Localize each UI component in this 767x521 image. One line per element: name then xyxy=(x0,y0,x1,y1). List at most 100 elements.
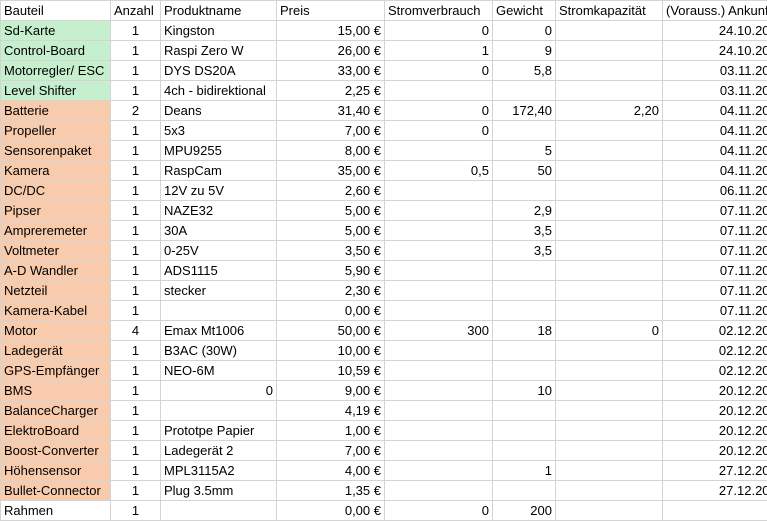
cell-stromverbrauch[interactable] xyxy=(385,261,493,281)
cell-ankunft[interactable]: 02.12.2017 xyxy=(663,341,767,361)
cell-bauteil[interactable]: Motor xyxy=(1,321,111,341)
cell-gewicht[interactable]: 18 xyxy=(493,321,556,341)
cell-preis[interactable]: 0,00 € xyxy=(277,501,385,521)
cell-anzahl[interactable]: 1 xyxy=(111,21,161,41)
cell-stromkapazitaet[interactable] xyxy=(556,181,663,201)
cell-bauteil[interactable]: Level Shifter xyxy=(1,81,111,101)
cell-gewicht[interactable]: 0 xyxy=(493,21,556,41)
cell-ankunft[interactable]: 07.11.2017 xyxy=(663,301,767,321)
cell-produktname[interactable]: MPU9255 xyxy=(161,141,277,161)
cell-bauteil[interactable]: DC/DC xyxy=(1,181,111,201)
cell-anzahl[interactable]: 1 xyxy=(111,381,161,401)
cell-stromkapazitaet[interactable] xyxy=(556,21,663,41)
cell-stromkapazitaet[interactable] xyxy=(556,501,663,521)
cell-anzahl[interactable]: 1 xyxy=(111,281,161,301)
cell-gewicht[interactable] xyxy=(493,361,556,381)
cell-gewicht[interactable]: 5 xyxy=(493,141,556,161)
cell-anzahl[interactable]: 1 xyxy=(111,301,161,321)
cell-stromverbrauch[interactable] xyxy=(385,381,493,401)
cell-ankunft[interactable]: 02.12.2017 xyxy=(663,321,767,341)
cell-anzahl[interactable]: 1 xyxy=(111,461,161,481)
cell-stromkapazitaet[interactable] xyxy=(556,281,663,301)
cell-ankunft[interactable]: 07.11.2017 xyxy=(663,201,767,221)
cell-bauteil[interactable]: Höhensensor xyxy=(1,461,111,481)
cell-preis[interactable]: 2,60 € xyxy=(277,181,385,201)
cell-bauteil[interactable]: GPS-Empfänger xyxy=(1,361,111,381)
cell-produktname[interactable]: DYS DS20A xyxy=(161,61,277,81)
cell-stromverbrauch[interactable] xyxy=(385,421,493,441)
cell-stromverbrauch[interactable]: 0 xyxy=(385,501,493,521)
cell-stromverbrauch[interactable]: 300 xyxy=(385,321,493,341)
cell-ankunft[interactable]: 27.12.2017 xyxy=(663,461,767,481)
cell-bauteil[interactable]: Propeller xyxy=(1,121,111,141)
cell-gewicht[interactable] xyxy=(493,181,556,201)
cell-bauteil[interactable]: Ladegerät xyxy=(1,341,111,361)
cell-produktname[interactable]: 30A xyxy=(161,221,277,241)
cell-gewicht[interactable]: 200 xyxy=(493,501,556,521)
header-anzahl[interactable]: Anzahl xyxy=(111,1,161,21)
cell-gewicht[interactable]: 10 xyxy=(493,381,556,401)
cell-preis[interactable]: 10,00 € xyxy=(277,341,385,361)
cell-preis[interactable]: 50,00 € xyxy=(277,321,385,341)
cell-stromkapazitaet[interactable] xyxy=(556,61,663,81)
cell-stromkapazitaet[interactable] xyxy=(556,421,663,441)
cell-anzahl[interactable]: 1 xyxy=(111,441,161,461)
cell-ankunft[interactable]: 24.10.2017 xyxy=(663,21,767,41)
cell-gewicht[interactable]: 9 xyxy=(493,41,556,61)
cell-stromverbrauch[interactable]: 0 xyxy=(385,61,493,81)
cell-bauteil[interactable]: ElektroBoard xyxy=(1,421,111,441)
cell-stromverbrauch[interactable]: 0,5 xyxy=(385,161,493,181)
cell-gewicht[interactable]: 1 xyxy=(493,461,556,481)
cell-bauteil[interactable]: Kamera-Kabel xyxy=(1,301,111,321)
cell-bauteil[interactable]: Rahmen xyxy=(1,501,111,521)
cell-produktname[interactable]: RaspCam xyxy=(161,161,277,181)
header-stromkapazitaet[interactable]: Stromkapazität xyxy=(556,1,663,21)
cell-ankunft[interactable]: 20.12.2017 xyxy=(663,401,767,421)
cell-anzahl[interactable]: 1 xyxy=(111,261,161,281)
cell-ankunft[interactable]: 04.11.2017 xyxy=(663,121,767,141)
cell-anzahl[interactable]: 1 xyxy=(111,361,161,381)
cell-ankunft[interactable]: 07.11.2017 xyxy=(663,281,767,301)
cell-gewicht[interactable] xyxy=(493,481,556,501)
cell-gewicht[interactable] xyxy=(493,281,556,301)
cell-stromverbrauch[interactable] xyxy=(385,341,493,361)
cell-bauteil[interactable]: A-D Wandler xyxy=(1,261,111,281)
cell-gewicht[interactable] xyxy=(493,301,556,321)
cell-ankunft[interactable]: 20.12.2017 xyxy=(663,381,767,401)
cell-bauteil[interactable]: Batterie xyxy=(1,101,111,121)
cell-bauteil[interactable]: Control-Board xyxy=(1,41,111,61)
cell-gewicht[interactable]: 3,5 xyxy=(493,241,556,261)
cell-stromkapazitaet[interactable] xyxy=(556,301,663,321)
cell-preis[interactable]: 1,35 € xyxy=(277,481,385,501)
cell-bauteil[interactable]: Pipser xyxy=(1,201,111,221)
cell-bauteil[interactable]: Sd-Karte xyxy=(1,21,111,41)
cell-produktname[interactable]: ADS1115 xyxy=(161,261,277,281)
header-produktname[interactable]: Produktname xyxy=(161,1,277,21)
cell-anzahl[interactable]: 1 xyxy=(111,161,161,181)
cell-stromkapazitaet[interactable] xyxy=(556,261,663,281)
cell-ankunft[interactable]: 07.11.2017 xyxy=(663,241,767,261)
cell-produktname[interactable]: MPL3115A2 xyxy=(161,461,277,481)
cell-stromverbrauch[interactable] xyxy=(385,181,493,201)
cell-stromkapazitaet[interactable] xyxy=(556,221,663,241)
cell-anzahl[interactable]: 1 xyxy=(111,501,161,521)
cell-preis[interactable]: 1,00 € xyxy=(277,421,385,441)
cell-stromkapazitaet[interactable] xyxy=(556,461,663,481)
cell-anzahl[interactable]: 1 xyxy=(111,121,161,141)
cell-anzahl[interactable]: 1 xyxy=(111,341,161,361)
cell-bauteil[interactable]: Bullet-Connector xyxy=(1,481,111,501)
cell-anzahl[interactable]: 2 xyxy=(111,101,161,121)
cell-stromverbrauch[interactable] xyxy=(385,441,493,461)
cell-preis[interactable]: 4,19 € xyxy=(277,401,385,421)
cell-preis[interactable]: 3,50 € xyxy=(277,241,385,261)
cell-preis[interactable]: 9,00 € xyxy=(277,381,385,401)
cell-bauteil[interactable]: Ampreremeter xyxy=(1,221,111,241)
header-ankunft[interactable]: (Vorauss.) Ankunft xyxy=(663,1,767,21)
cell-anzahl[interactable]: 1 xyxy=(111,481,161,501)
cell-stromkapazitaet[interactable] xyxy=(556,441,663,461)
cell-stromverbrauch[interactable] xyxy=(385,221,493,241)
cell-produktname[interactable]: Raspi Zero W xyxy=(161,41,277,61)
cell-produktname[interactable] xyxy=(161,301,277,321)
cell-ankunft[interactable]: 02.12.2017 xyxy=(663,361,767,381)
cell-preis[interactable]: 35,00 € xyxy=(277,161,385,181)
